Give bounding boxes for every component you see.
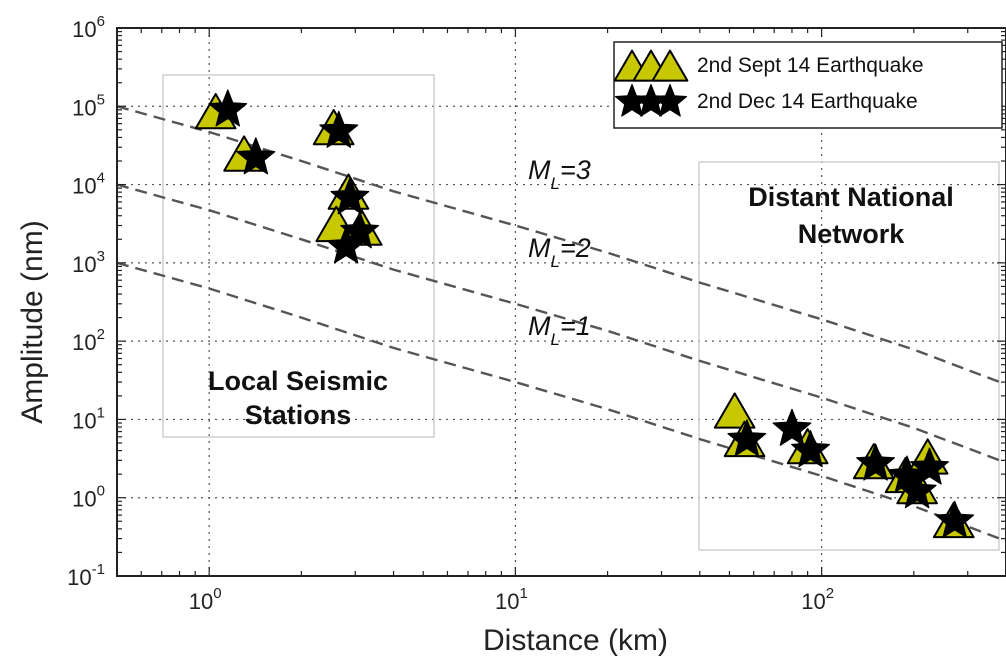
tick-label-base: 10 bbox=[72, 252, 96, 277]
tick-label-base: 10 bbox=[801, 589, 825, 614]
tick-label-exponent: 2 bbox=[826, 585, 834, 602]
legend-star-markers bbox=[614, 83, 688, 117]
tick-label-base: 10 bbox=[72, 95, 96, 120]
curve-label-main: M bbox=[528, 233, 551, 263]
y-tick-label: 103 bbox=[72, 248, 105, 277]
star-point bbox=[340, 211, 380, 249]
x-axis-title: Distance (km) bbox=[483, 624, 668, 657]
star-point bbox=[935, 500, 975, 538]
plot-frame bbox=[116, 27, 1006, 577]
y-tick-label: 100 bbox=[72, 483, 105, 512]
x-tick-label: 101 bbox=[495, 585, 528, 614]
y-tick-label: 10-1 bbox=[67, 561, 105, 590]
distant-network-label-line1: Distant National bbox=[748, 182, 954, 212]
axis-ticks bbox=[116, 27, 1006, 577]
star-point bbox=[909, 447, 950, 485]
tick-label-base: 10 bbox=[72, 17, 96, 42]
tick-label-base: 10 bbox=[495, 589, 519, 614]
magnitude-curve-labels: ML=1ML=2ML=3 bbox=[528, 155, 591, 349]
legend-label-dec: 2nd Dec 14 Earthquake bbox=[697, 90, 918, 113]
curve-label-main: M bbox=[528, 155, 551, 185]
legend: 2nd Sept 14 Earthquake 2nd Dec 14 Earthq… bbox=[613, 41, 1003, 129]
local-stations-label-line1: Local Seismic bbox=[208, 366, 388, 396]
curve-label-value: =3 bbox=[560, 155, 591, 185]
star-point bbox=[897, 471, 937, 509]
star-point bbox=[772, 408, 812, 446]
tick-label-base: 10 bbox=[72, 487, 96, 512]
curve-label-main: M bbox=[528, 311, 551, 341]
tick-label-exponent: 0 bbox=[213, 585, 221, 602]
star-point bbox=[727, 419, 767, 457]
star-point bbox=[791, 430, 831, 468]
curve-label-subscript: L bbox=[551, 252, 560, 271]
tick-label-exponent: 5 bbox=[97, 91, 105, 108]
local-stations-label-line2: Stations bbox=[245, 400, 352, 430]
local-stations-region bbox=[162, 74, 435, 438]
curve-label-value: =1 bbox=[560, 311, 591, 341]
tick-label-base: 10 bbox=[72, 330, 96, 355]
distant-network-label-line2: Network bbox=[798, 219, 906, 249]
tick-label-exponent: 3 bbox=[97, 248, 105, 265]
star-point bbox=[319, 110, 359, 148]
tick-label-base: 10 bbox=[189, 589, 213, 614]
tick-label-exponent: -1 bbox=[92, 561, 105, 578]
star-point bbox=[330, 177, 370, 215]
tick-label-exponent: 4 bbox=[97, 170, 105, 187]
y-tick-label: 102 bbox=[72, 326, 105, 355]
y-tick-label: 106 bbox=[72, 13, 105, 42]
tick-label-base: 10 bbox=[67, 565, 91, 590]
distant-network-region bbox=[698, 161, 1000, 551]
y-tick-label: 104 bbox=[72, 170, 105, 199]
tick-label-exponent: 0 bbox=[97, 483, 105, 500]
triangle-point bbox=[713, 392, 756, 429]
magnitude-curve-1 bbox=[116, 261, 1006, 543]
star-point bbox=[856, 443, 896, 481]
magnitude-curve-label-1: ML=1 bbox=[528, 311, 591, 349]
y-tick-label: 105 bbox=[72, 91, 105, 120]
legend-triangle-markers bbox=[613, 49, 689, 82]
star-point bbox=[208, 89, 248, 127]
star-point bbox=[236, 137, 276, 175]
x-tick-label: 102 bbox=[801, 585, 834, 614]
tick-label-base: 10 bbox=[72, 408, 96, 433]
tick-label-exponent: 6 bbox=[97, 13, 105, 30]
curve-label-subscript: L bbox=[551, 174, 560, 193]
tick-label-exponent: 2 bbox=[97, 326, 105, 343]
magnitude-curve-label-2: ML=2 bbox=[528, 233, 591, 271]
legend-label-sept: 2nd Sept 14 Earthquake bbox=[697, 54, 924, 77]
magnitude-curve-label-3: ML=3 bbox=[528, 155, 591, 193]
tick-label-exponent: 1 bbox=[97, 404, 105, 421]
x-tick-label: 100 bbox=[189, 585, 222, 614]
legend-star bbox=[652, 83, 688, 117]
curve-label-value: =2 bbox=[560, 233, 591, 263]
legend-triangle bbox=[651, 49, 689, 82]
magnitude-curve-2 bbox=[116, 183, 1006, 464]
y-tick-label: 101 bbox=[72, 404, 105, 433]
tick-label-exponent: 1 bbox=[519, 585, 527, 602]
curve-label-subscript: L bbox=[551, 330, 560, 349]
data-points bbox=[194, 89, 975, 539]
tick-label-base: 10 bbox=[72, 174, 96, 199]
y-axis-title: Amplitude (nm) bbox=[16, 220, 49, 423]
